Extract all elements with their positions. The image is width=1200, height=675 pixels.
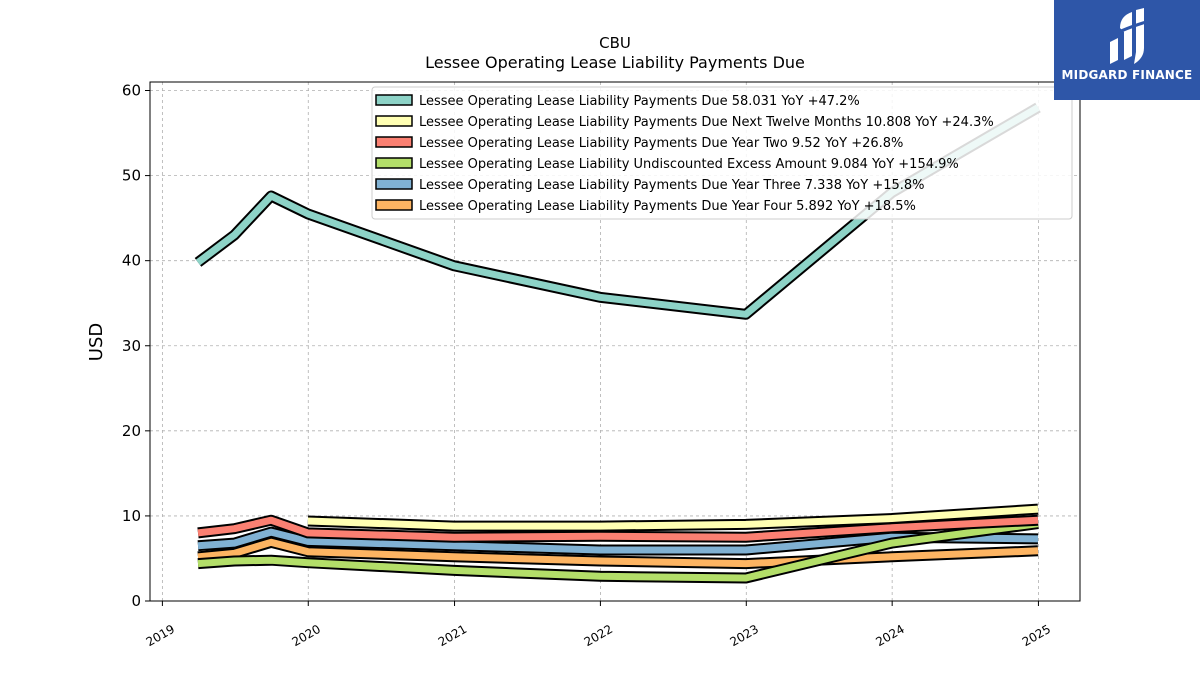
y-axis: 0 10 20 30 40 50 60 xyxy=(122,82,150,610)
legend-item: Lessee Operating Lease Liability Payment… xyxy=(375,136,903,151)
legend-label: Lessee Operating Lease Liability Undisco… xyxy=(419,157,959,172)
legend-swatch xyxy=(375,94,413,106)
legend-swatch xyxy=(375,115,413,127)
legend-box xyxy=(371,86,1073,220)
series-fill xyxy=(195,104,1040,318)
legend-swatch xyxy=(375,157,413,169)
x-tick-label: 2025 xyxy=(1020,622,1053,649)
brand-logo-icon xyxy=(1107,8,1147,64)
x-tick-label: 2024 xyxy=(873,622,906,649)
y-tick-label: 0 xyxy=(131,592,141,610)
y-tick-label: 60 xyxy=(122,82,141,100)
y-tick-label: 30 xyxy=(122,337,141,355)
legend-label: Lessee Operating Lease Liability Payment… xyxy=(419,178,925,193)
x-tick-label: 2021 xyxy=(436,622,469,649)
plot-frame xyxy=(149,81,1081,602)
brand-logo-text: MIDGARD FINANCE xyxy=(1061,68,1193,82)
x-axis: 2019 2020 2021 2022 2023 2024 2025 xyxy=(144,601,1053,649)
legend-item: Lessee Operating Lease Liability Payment… xyxy=(375,199,916,214)
legend-item: Lessee Operating Lease Liability Payment… xyxy=(375,178,925,193)
series-line-5 xyxy=(197,526,1039,556)
x-tick-label: 2022 xyxy=(582,622,615,649)
series-line-2 xyxy=(307,503,1039,532)
series-line-3 xyxy=(197,514,1039,543)
legend-swatch xyxy=(375,136,413,148)
series-fill xyxy=(197,528,1039,554)
x-tick-label: 2019 xyxy=(144,622,177,649)
brand-logo: MIDGARD FINANCE xyxy=(1054,0,1200,100)
series-fill xyxy=(197,520,1039,582)
legend-label: Lessee Operating Lease Liability Payment… xyxy=(419,199,916,214)
legend-label: Lessee Operating Lease Liability Payment… xyxy=(419,136,903,151)
legend-label: Lessee Operating Lease Liability Payment… xyxy=(419,115,994,130)
legend-item: Lessee Operating Lease Liability Payment… xyxy=(375,94,860,109)
series-line-1 xyxy=(194,102,1041,320)
y-tick-label: 50 xyxy=(122,167,141,185)
y-tick-label: 10 xyxy=(122,507,141,525)
x-tick-label: 2023 xyxy=(728,622,761,649)
series-lines xyxy=(194,102,1041,584)
legend-label: Lessee Operating Lease Liability Payment… xyxy=(419,94,860,109)
series-fill xyxy=(197,516,1039,541)
y-axis-label: USD xyxy=(86,323,107,361)
chart-title: CBU xyxy=(599,34,631,52)
y-tick-label: 20 xyxy=(122,422,141,440)
legend-swatch xyxy=(375,199,413,211)
series-fill xyxy=(307,505,1039,530)
chart-subtitle: Lessee Operating Lease Liability Payment… xyxy=(425,53,805,72)
series-line-4 xyxy=(197,518,1039,584)
legend: Lessee Operating Lease Liability Payment… xyxy=(371,86,1073,220)
legend-swatch xyxy=(375,178,413,190)
legend-item: Lessee Operating Lease Liability Payment… xyxy=(375,115,994,130)
y-tick-label: 40 xyxy=(122,252,141,270)
legend-item: Lessee Operating Lease Liability Undisco… xyxy=(375,157,959,172)
x-tick-label: 2020 xyxy=(290,622,323,649)
